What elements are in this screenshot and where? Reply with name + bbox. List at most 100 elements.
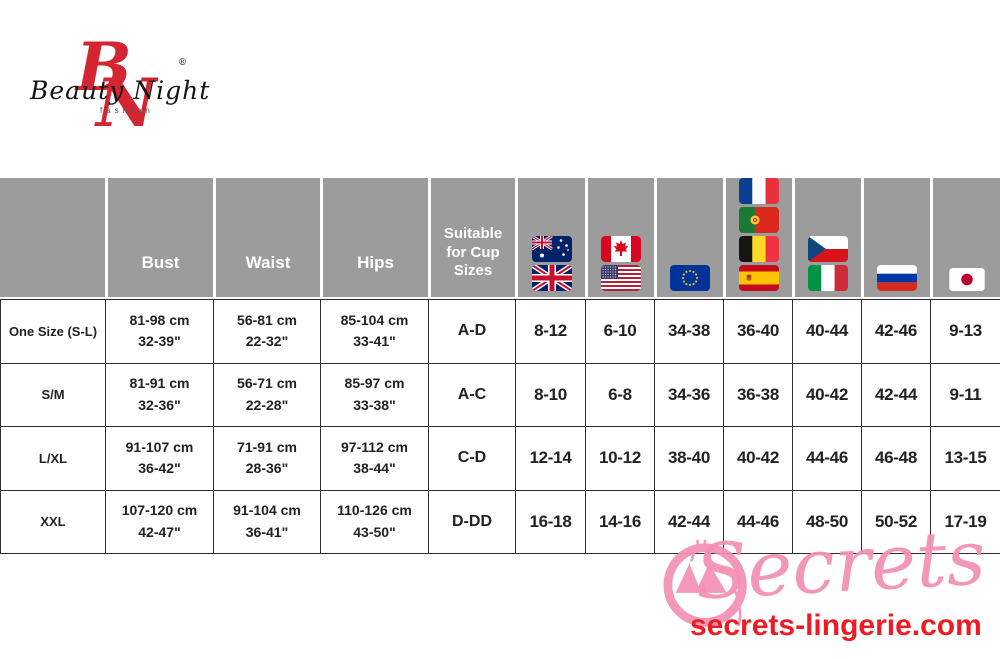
eu-cell: 34-36 [654, 362, 724, 427]
flag-united-kingdom-icon [531, 265, 572, 291]
jp-cell: 13-15 [930, 426, 1000, 491]
size-chart-body: One Size (S-L) 81-98 cm 32-39" 56-81 cm 22… [0, 299, 1000, 554]
waist-cell: 56-71 cm 22-28" [213, 362, 321, 427]
ru-cell: 50-52 [861, 489, 931, 554]
ca-us-cell: 6-10 [585, 299, 655, 364]
brand-name: Beauty Night [30, 76, 211, 105]
hips-in: 43-50" [353, 523, 396, 540]
size-chart-table: Bust Waist Hips Suitable for Cup Sizes [0, 178, 1000, 554]
table-row-one-size: One Size (S-L) 81-98 cm 32-39" 56-81 cm 22… [0, 299, 1000, 364]
waist-cell: 56-81 cm 22-32" [213, 299, 321, 364]
hips-cell: 97-112 cm 38-44" [320, 426, 429, 491]
header-hips: Hips [320, 178, 428, 297]
hips-in: 38-44" [353, 460, 396, 477]
registered-trademark-icon: ® [178, 58, 187, 68]
bust-cell: 107-120 cm 42-47" [105, 489, 214, 554]
flag-belgium-icon [739, 236, 779, 262]
header-waist: Waist [213, 178, 320, 297]
fr-pt-be-es-cell: 44-46 [723, 489, 793, 554]
flag-canada-icon [601, 236, 641, 262]
eu-cell: 38-40 [654, 426, 724, 491]
header-japan [930, 178, 1000, 297]
bust-in: 32-36" [138, 396, 181, 413]
jp-cell: 17-19 [930, 489, 1000, 554]
au-uk-cell: 8-12 [515, 299, 586, 364]
eu-cell: 42-44 [654, 489, 724, 554]
cz-it-cell: 40-42 [792, 362, 862, 427]
header-russia [861, 178, 930, 297]
bust-cell: 91-107 cm 36-42" [105, 426, 214, 491]
table-row-xxl: XXL 107-120 cm 42-47" 91-104 cm 36-41" 110… [0, 489, 1000, 554]
header-cup-label: Suitable for Cup Sizes [443, 224, 503, 280]
waist-cm: 71-91 cm [237, 438, 297, 455]
flag-usa-icon [601, 265, 641, 291]
ru-cell: 46-48 [861, 426, 931, 491]
hips-in: 33-41" [353, 333, 396, 350]
ru-cell: 42-44 [861, 362, 931, 427]
header-czech-italy [792, 178, 861, 297]
brand-tagline: fashion [100, 106, 154, 115]
waist-cm: 56-81 cm [237, 311, 297, 328]
bust-cm: 107-120 cm [121, 502, 198, 519]
au-uk-cell: 12-14 [515, 426, 586, 491]
bust-in: 36-42" [138, 460, 181, 477]
bust-cm: 81-91 cm [129, 375, 190, 392]
hips-cm: 97-112 cm [341, 438, 408, 455]
ca-us-cell: 10-12 [585, 426, 655, 491]
flag-portugal-icon [739, 207, 779, 233]
header-france-portugal-belgium-spain [723, 178, 792, 297]
header-bust-label: Bust [141, 253, 180, 272]
flag-czech-republic-icon [808, 236, 848, 262]
header-hips-label: Hips [357, 253, 394, 272]
header-australia-uk [515, 178, 585, 297]
table-header-row: Bust Waist Hips Suitable for Cup Sizes [0, 178, 1000, 297]
waist-in: 36-41" [245, 523, 289, 540]
table-row-lxl: L/XL 91-107 cm 36-42" 71-91 cm 28-36" 97-1… [0, 426, 1000, 491]
hips-cm: 85-97 cm [344, 375, 405, 392]
fr-pt-be-es-cell: 36-38 [723, 362, 793, 427]
hips-in: 33-38" [353, 396, 396, 413]
bust-in: 42-47" [138, 523, 181, 540]
waist-cm: 91-104 cm [233, 502, 301, 519]
waist-cell: 91-104 cm 36-41" [213, 489, 321, 554]
header-cup-sizes: Suitable for Cup Sizes [428, 178, 515, 297]
bust-cell: 81-91 cm 32-36" [105, 362, 214, 427]
header-size-empty [0, 178, 105, 297]
bust-cm: 91-107 cm [125, 438, 194, 455]
hips-cell: 110-126 cm 43-50" [320, 489, 429, 554]
jp-cell: 9-11 [930, 362, 1000, 427]
ca-us-cell: 14-16 [585, 489, 655, 554]
secrets-script-watermark: Secrets [692, 512, 988, 617]
bust-in: 32-39" [138, 333, 181, 350]
hips-cell: 85-97 cm 33-38" [320, 362, 429, 427]
flag-france-icon [739, 178, 779, 204]
hips-cm: 85-104 cm [340, 311, 409, 328]
flag-japan-icon [948, 268, 985, 291]
cup-cell: A-C [428, 362, 516, 427]
jp-cell: 9-13 [930, 299, 1000, 364]
flag-italy-icon [808, 265, 848, 291]
au-uk-cell: 16-18 [515, 489, 586, 554]
flag-australia-icon [531, 236, 572, 262]
cz-it-cell: 40-44 [792, 299, 862, 364]
eu-cell: 34-38 [654, 299, 724, 364]
hips-cell: 85-104 cm 33-41" [320, 299, 429, 364]
fr-pt-be-es-cell: 40-42 [723, 426, 793, 491]
size-label: L/XL [0, 426, 106, 491]
header-waist-label: Waist [245, 253, 291, 272]
hips-cm: 110-126 cm [337, 502, 412, 519]
logo-monogram-n-icon: N [96, 64, 157, 142]
waist-cm: 56-71 cm [237, 375, 297, 392]
header-canada-usa [585, 178, 654, 297]
cup-cell: A-D [428, 299, 516, 364]
bust-cell: 81-98 cm 32-39" [105, 299, 214, 364]
waist-in: 22-28" [245, 396, 289, 413]
table-row-sm: S/M 81-91 cm 32-36" 56-71 cm 22-28" 85-97 … [0, 362, 1000, 427]
size-label: XXL [0, 489, 106, 554]
logo-monogram-b-icon: B [76, 28, 132, 106]
waist-cell: 71-91 cm 28-36" [213, 426, 321, 491]
size-label: One Size (S-L) [0, 299, 106, 364]
brand-logo: B N Beauty Night ® fashion [30, 34, 209, 144]
size-label: S/M [0, 362, 106, 427]
secrets-lingerie-url: secrets-lingerie.com [690, 609, 982, 642]
